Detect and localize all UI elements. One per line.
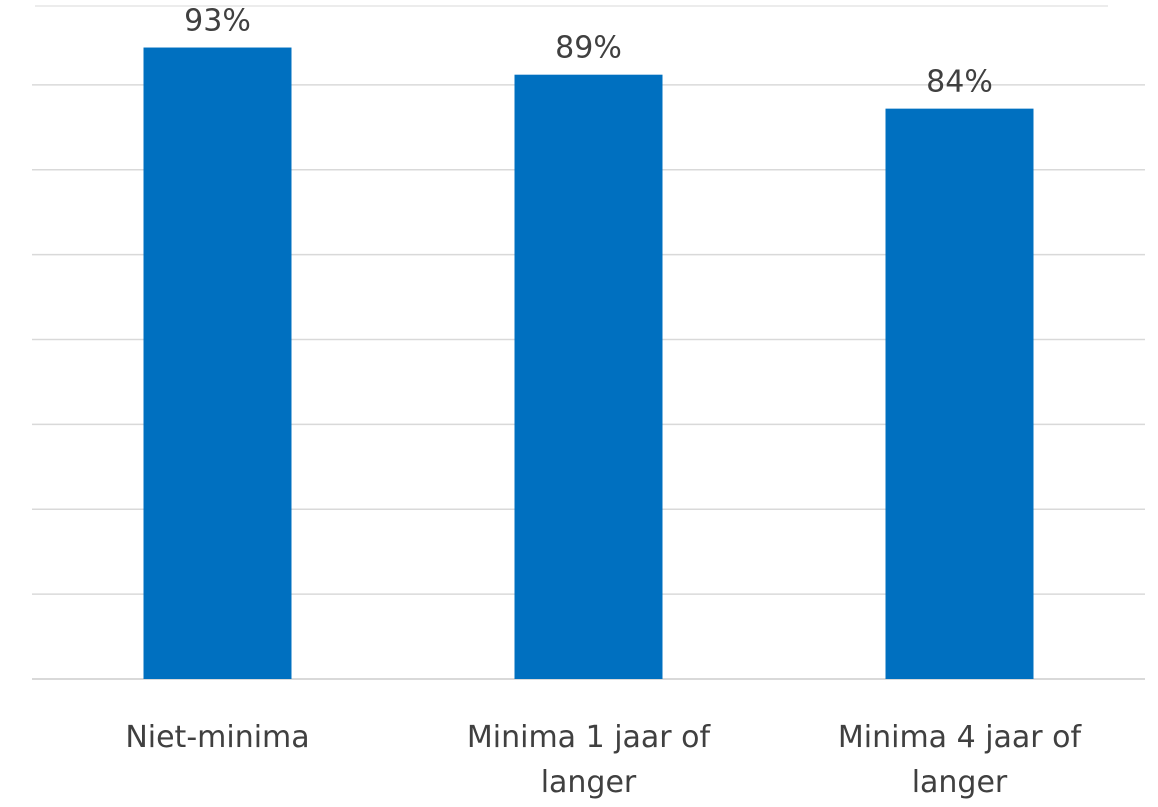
bar-3 (885, 108, 1034, 679)
bars (143, 47, 1034, 679)
category-label-line: Minima 4 jaar of (838, 720, 1083, 755)
bar-1 (143, 47, 292, 679)
category-label-line: langer (912, 765, 1008, 800)
bar-2 (514, 74, 663, 679)
category-labels: Niet-minima Minima 1 jaar of langerMinima … (125, 720, 1082, 800)
category-label-3: Minima 4 jaar of langer (838, 720, 1083, 800)
data-label-1: 93% (184, 4, 251, 39)
category-label-line: langer (541, 765, 637, 800)
category-label-2: Minima 1 jaar of langer (467, 720, 712, 800)
category-label-line: Minima 1 jaar of (467, 720, 712, 755)
data-label-3: 84% (926, 65, 993, 100)
data-labels: 93% 89% 84% (184, 4, 993, 100)
data-label-2: 89% (555, 31, 622, 66)
category-label-1: Niet-minima (125, 720, 309, 755)
category-label-line: Niet-minima (125, 720, 309, 755)
